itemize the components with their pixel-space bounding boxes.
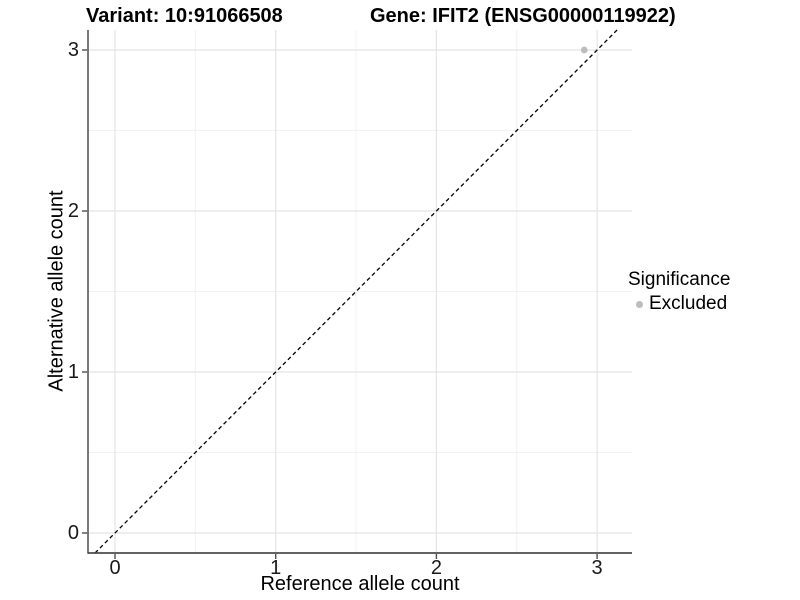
legend-items: Excluded [628,293,730,315]
x-axis-label: Reference allele count [260,573,460,595]
x-tick-label: 1 [270,557,282,579]
legend-item-label: Excluded [649,293,728,314]
legend-title: Significance [628,269,731,290]
plot-title-variant: Variant: 10:91066508 [86,5,283,27]
x-tick-label: 2 [430,557,442,579]
y-tick-label: 0 [67,522,79,544]
x-tick-label: 0 [109,557,121,579]
x-tick-label: 3 [591,557,603,579]
legend-point-icon [636,300,643,308]
legend-item-excluded: Excluded [628,293,730,315]
y-tick-label: 2 [67,200,79,222]
legend: Significance Excluded [628,269,730,315]
data-point-excluded [580,46,588,54]
y-tick-label: 3 [67,39,79,61]
y-tick-label: 1 [67,361,79,383]
plot-title-gene: Gene: IFIT2 (ENSG00000119922) [370,5,676,27]
